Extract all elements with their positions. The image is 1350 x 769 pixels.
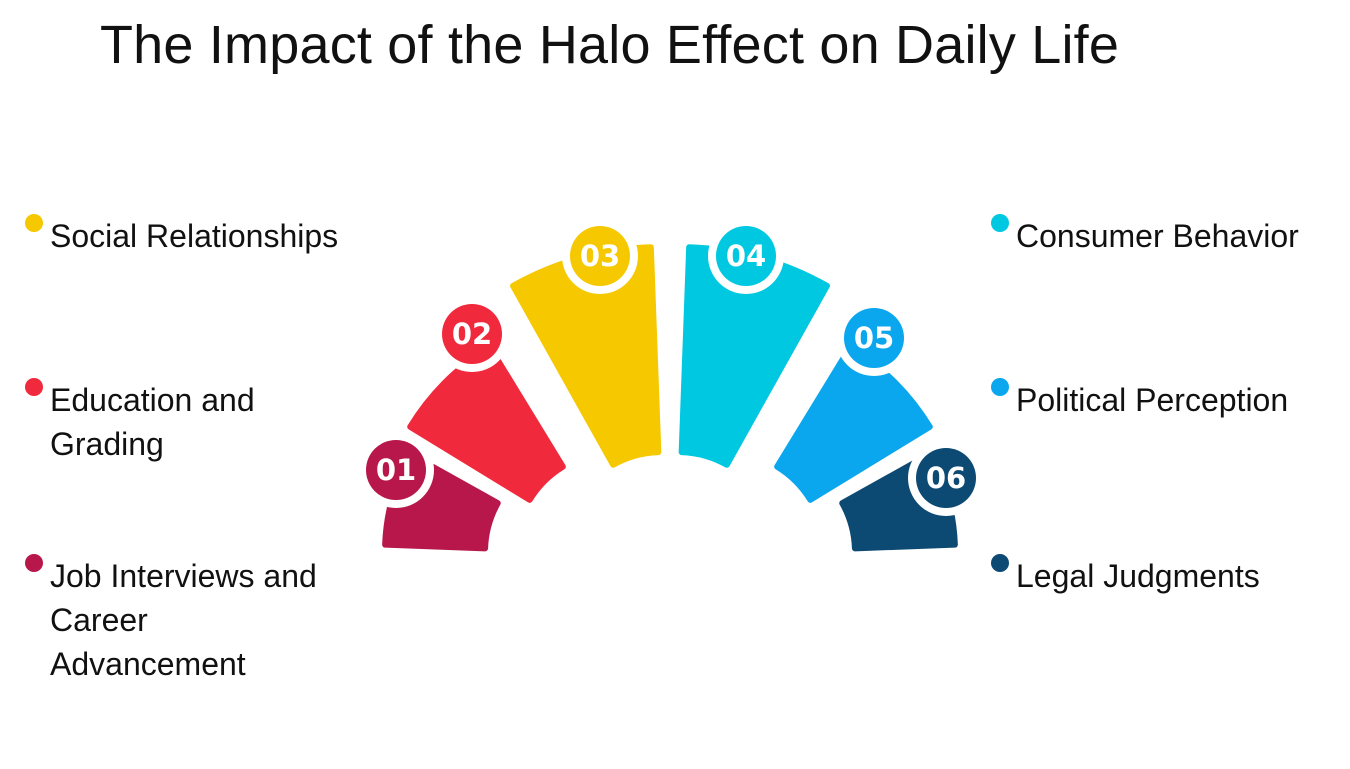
legend-label: Legal Judgments [1016,558,1260,594]
legend-item-social-relationships: Social Relationships [25,214,380,258]
number-badge-03: 03 [562,218,638,294]
badge-disc [442,304,502,364]
number-badge-04: 04 [708,218,784,294]
legend-dot-blue [991,378,1009,396]
badge-number: 03 [580,239,620,273]
badge-disc [366,440,426,500]
legend-label: Education and Grading [50,382,255,462]
legend-label: Consumer Behavior [1016,218,1299,254]
page-title: The Impact of the Halo Effect on Daily L… [100,15,1120,75]
legend-item-consumer-behavior: Consumer Behavior [991,214,1336,258]
legend-label: Job Interviews and Career Advancement [50,558,317,682]
badge-disc [844,308,904,368]
legend-label: Political Perception [1016,382,1289,418]
legend-dot-navy [991,554,1009,572]
number-badge-01: 01 [358,432,434,508]
badge-number: 01 [376,453,416,487]
legend-item-political-perception: Political Perception [991,378,1336,422]
legend-item-job-interviews: Job Interviews and Career Advancement [25,554,350,686]
badge-disc [916,448,976,508]
number-badge-05: 05 [836,300,912,376]
legend-dot-yellow [25,214,43,232]
badge-number: 05 [854,321,894,355]
fan-segment-03 [510,244,662,468]
badge-number: 04 [726,239,766,273]
badge-disc [716,226,776,286]
legend-label: Social Relationships [50,218,339,254]
badge-number: 02 [452,317,492,351]
badge-disc [570,226,630,286]
number-badge-02: 02 [434,296,510,372]
legend-dot-red [25,378,43,396]
number-badge-06: 06 [908,440,984,516]
legend-dot-crimson [25,554,43,572]
legend-item-education-grading: Education and Grading [25,378,290,466]
legend-item-legal-judgments: Legal Judgments [991,554,1336,598]
badge-number: 06 [926,461,966,495]
legend-dot-cyan [991,214,1009,232]
